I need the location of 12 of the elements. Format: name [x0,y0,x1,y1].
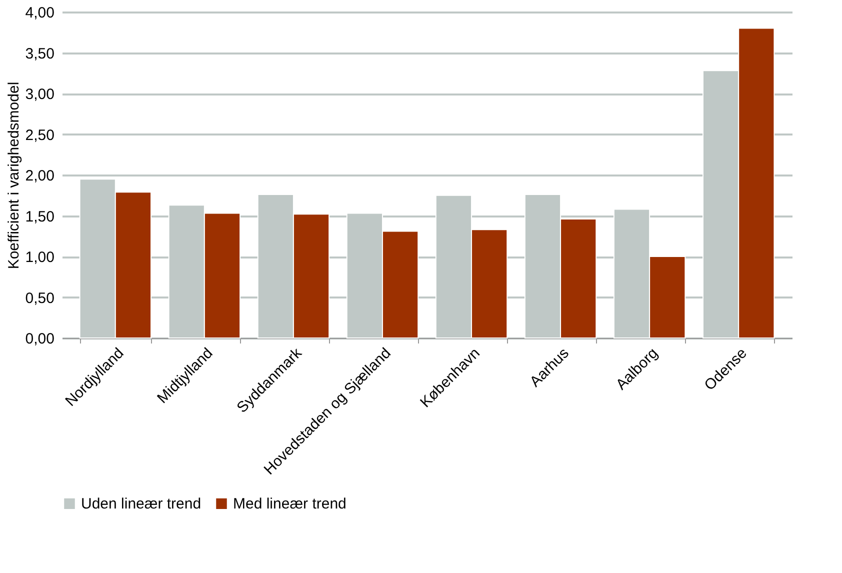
y-tick-label: 3,00 [25,86,54,103]
legend-label: Med lineær trend [233,496,346,513]
y-tick-label: 0,50 [25,290,54,307]
legend-label: Uden lineær trend [81,496,202,513]
y-tick-label: 1,50 [25,208,54,226]
y-tick-label: 4,00 [25,4,54,22]
y-tick-label: 2,50 [25,126,54,144]
y-tick-label: 2,00 [25,168,54,184]
y-tick-label: 3,50 [25,45,54,62]
y-tick-label: 0,00 [25,330,54,348]
y-tick-label: 1,00 [25,249,54,266]
y-axis-title: Koefficient i varighedsmodel [5,82,22,270]
